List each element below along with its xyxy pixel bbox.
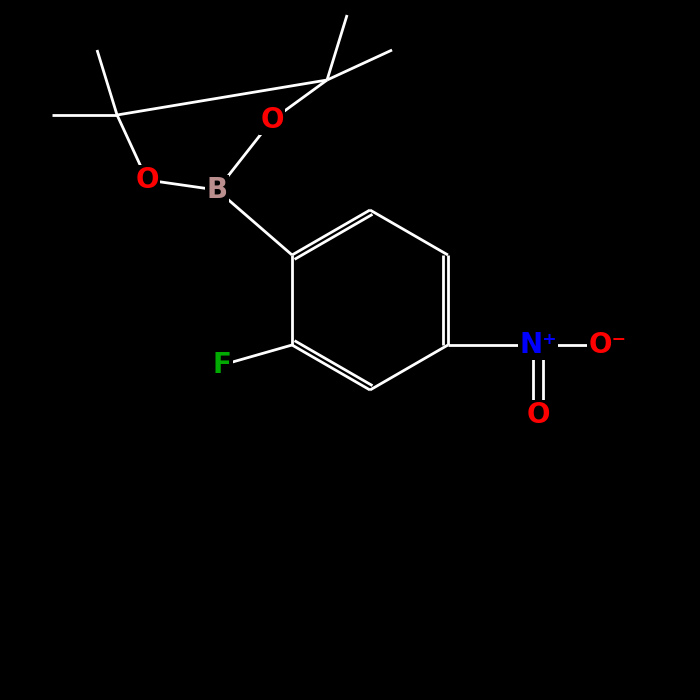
- Text: O: O: [135, 166, 159, 194]
- Text: B: B: [206, 176, 228, 204]
- Text: O: O: [526, 401, 550, 429]
- Text: F: F: [213, 351, 232, 379]
- Text: O: O: [260, 106, 284, 134]
- Text: O⁻: O⁻: [589, 331, 627, 359]
- Text: N⁺: N⁺: [519, 331, 556, 359]
